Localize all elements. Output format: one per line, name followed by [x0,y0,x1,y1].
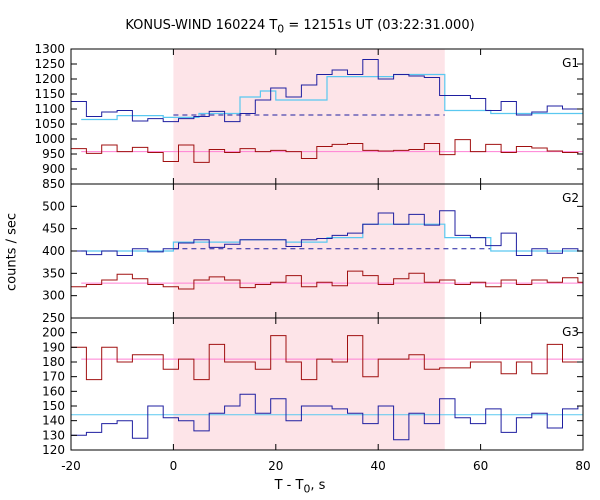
y-tick-label: 250 [42,311,65,325]
hard-series-steps [71,393,583,441]
soft-series-steps [71,335,583,381]
y-tick-label: 950 [42,147,65,161]
chart-title-main: KONUS-WIND 160224 T [125,18,278,33]
y-tick-label: 200 [42,326,65,340]
y-tick-label: 190 [42,340,65,354]
shaded-interval [173,49,445,450]
x-tick-label: 0 [170,459,178,473]
y-tick-label: 170 [42,370,65,384]
soft-series-steps [71,139,583,163]
y-tick-label: 1000 [34,132,65,146]
x-tick-label: 60 [473,459,488,473]
x-tick-label: 20 [268,459,283,473]
y-tick-label: 160 [42,384,65,398]
y-tick-label: 130 [42,428,65,442]
x-tick-label: -20 [61,459,81,473]
panel-label-g3: G3 [562,325,579,339]
hard-fit-line [81,223,583,252]
y-tick-label: 400 [42,244,65,258]
chart-title: KONUS-WIND 160224 T0 = 12151s UT (03:22:… [0,18,600,36]
y-tick-label: 1150 [34,87,65,101]
y-tick-label: 500 [42,199,65,213]
y-tick-label: 450 [42,222,65,236]
hard-series-steps [71,210,583,256]
hard-series-steps [71,59,583,123]
y-tick-label: 900 [42,162,65,176]
y-tick-label: 1100 [34,102,65,116]
panel-frame [70,317,584,451]
y-tick-label: 1300 [34,42,65,56]
y-tick-label: 180 [42,355,65,369]
y-tick-label: 1250 [34,57,65,71]
x-axis-label-rest: , s [310,478,326,493]
y-tick-label: 140 [42,414,65,428]
hard-fit-line [81,73,583,121]
panel-g2: 250 300 350 400 450 500 G2 [42,183,584,325]
soft-series-steps [71,270,583,290]
y-tick-label: 150 [42,399,65,413]
y-axis-label: counts / sec [4,212,20,292]
y-tick-label: 1200 [34,72,65,86]
x-axis-label: T - T0, s [0,478,600,496]
panel-label-g1: G1 [562,56,579,70]
x-axis-label-subscript: 0 [303,482,311,496]
x-tick-label: 40 [371,459,386,473]
chart-title-subscript: 0 [277,22,285,36]
panel-label-g2: G2 [562,191,579,205]
y-tick-label: 850 [42,177,65,191]
x-axis-label-main: T - T [274,478,304,493]
y-tick-label: 300 [42,289,65,303]
chart-title-rest: = 12151s UT (03:22:31.000) [284,18,475,33]
x-tick-label: 80 [575,459,590,473]
y-tick-label: 350 [42,266,65,280]
y-tick-label: 120 [42,443,65,457]
y-tick-label: 1050 [34,117,65,131]
